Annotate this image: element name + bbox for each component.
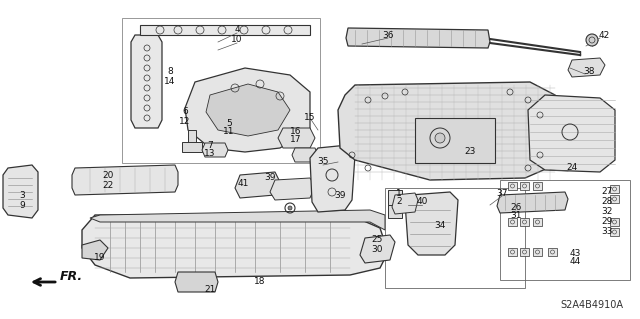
Polygon shape: [90, 210, 385, 230]
Text: 13: 13: [204, 150, 216, 159]
Text: 9: 9: [19, 201, 25, 210]
Polygon shape: [235, 172, 280, 198]
Polygon shape: [278, 128, 315, 148]
Polygon shape: [131, 35, 162, 128]
Polygon shape: [72, 165, 178, 195]
Polygon shape: [346, 28, 490, 48]
Text: 12: 12: [179, 116, 191, 125]
Polygon shape: [185, 68, 310, 152]
Polygon shape: [508, 218, 517, 226]
Polygon shape: [610, 218, 619, 226]
Polygon shape: [360, 235, 395, 263]
Polygon shape: [520, 248, 529, 256]
Text: 11: 11: [223, 128, 235, 137]
Text: 27: 27: [602, 188, 612, 197]
Text: 42: 42: [598, 31, 610, 40]
Polygon shape: [548, 248, 557, 256]
Text: 16: 16: [291, 127, 301, 136]
Polygon shape: [175, 272, 218, 292]
Text: 29: 29: [602, 218, 612, 226]
Polygon shape: [292, 148, 318, 162]
Polygon shape: [82, 215, 388, 278]
Text: 18: 18: [254, 277, 266, 286]
Text: 21: 21: [204, 285, 216, 293]
Text: 3: 3: [19, 191, 25, 201]
Text: 43: 43: [570, 249, 580, 257]
Polygon shape: [270, 178, 315, 200]
Text: 24: 24: [566, 164, 578, 173]
Text: 38: 38: [583, 68, 595, 77]
Text: 33: 33: [601, 226, 612, 235]
Text: 7: 7: [207, 140, 213, 150]
Polygon shape: [206, 84, 290, 136]
Circle shape: [435, 133, 445, 143]
Text: 6: 6: [182, 108, 188, 116]
Polygon shape: [338, 82, 560, 180]
Text: 36: 36: [382, 31, 394, 40]
Polygon shape: [520, 218, 529, 226]
Polygon shape: [405, 192, 458, 255]
Text: 28: 28: [602, 197, 612, 205]
Text: 30: 30: [371, 244, 383, 254]
Text: 22: 22: [102, 181, 114, 189]
Text: 40: 40: [416, 197, 428, 206]
Text: 39: 39: [264, 173, 276, 182]
Polygon shape: [310, 145, 355, 212]
Polygon shape: [202, 143, 228, 157]
Bar: [500, 180, 630, 280]
Polygon shape: [520, 182, 529, 190]
Polygon shape: [388, 205, 402, 218]
Text: 14: 14: [164, 77, 176, 85]
Text: S2A4B4910A: S2A4B4910A: [560, 300, 623, 310]
Text: 4: 4: [234, 26, 240, 34]
Polygon shape: [392, 193, 418, 214]
Text: 35: 35: [317, 158, 329, 167]
Text: 17: 17: [291, 136, 301, 145]
Polygon shape: [497, 192, 568, 213]
Text: 8: 8: [167, 68, 173, 77]
Polygon shape: [388, 190, 402, 205]
Text: 5: 5: [226, 118, 232, 128]
Text: 44: 44: [570, 257, 580, 266]
Text: 19: 19: [94, 254, 106, 263]
Bar: [385, 188, 525, 288]
Polygon shape: [528, 95, 615, 172]
Polygon shape: [568, 58, 605, 77]
Text: 26: 26: [510, 203, 522, 211]
Text: 39: 39: [334, 191, 346, 201]
Circle shape: [586, 34, 598, 46]
Text: 31: 31: [510, 211, 522, 220]
Text: 34: 34: [435, 220, 445, 229]
Polygon shape: [508, 248, 517, 256]
Polygon shape: [182, 142, 202, 152]
Text: 32: 32: [602, 206, 612, 216]
Text: 10: 10: [231, 34, 243, 43]
Circle shape: [288, 206, 292, 210]
Polygon shape: [188, 130, 196, 150]
Polygon shape: [610, 185, 619, 193]
Polygon shape: [508, 182, 517, 190]
Polygon shape: [533, 218, 542, 226]
Text: FR.: FR.: [60, 270, 83, 283]
Text: 25: 25: [371, 235, 383, 244]
Text: 37: 37: [496, 189, 508, 197]
Text: 20: 20: [102, 172, 114, 181]
Polygon shape: [533, 248, 542, 256]
Text: 2: 2: [396, 197, 402, 206]
Polygon shape: [610, 228, 619, 236]
Polygon shape: [533, 182, 542, 190]
Text: 15: 15: [304, 114, 316, 122]
Polygon shape: [140, 25, 310, 35]
Polygon shape: [3, 165, 38, 218]
Text: 41: 41: [237, 179, 249, 188]
Text: 1: 1: [396, 189, 402, 197]
Bar: [415, 118, 495, 163]
Polygon shape: [82, 240, 108, 260]
Text: 23: 23: [464, 146, 476, 155]
Polygon shape: [610, 195, 619, 203]
